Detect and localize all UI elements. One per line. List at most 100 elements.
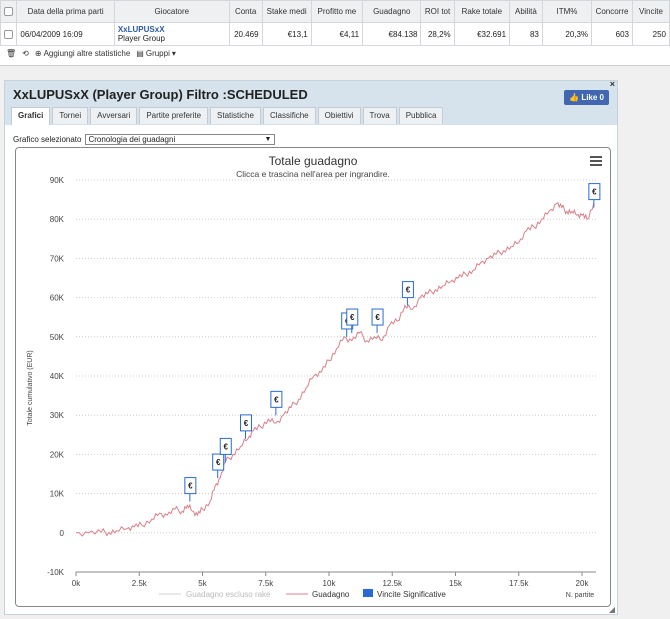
col-header[interactable]: Rake totale <box>453 0 511 23</box>
legend-swatch-flag <box>363 589 373 597</box>
tab-tornei[interactable]: Tornei <box>52 107 89 124</box>
x-tick-label: 20k <box>576 579 590 588</box>
tab-grafici[interactable]: Grafici <box>11 107 51 125</box>
cell-value: €32.691 <box>453 22 511 46</box>
earnings-chart[interactable]: Totale guadagno Clicca e trascina nell'a… <box>16 148 610 606</box>
svg-text:€: € <box>592 188 597 197</box>
col-header[interactable]: Stake medi <box>261 0 312 23</box>
y-tick-label: -10K <box>47 568 65 577</box>
groups-button[interactable]: ▤ Gruppi ▾ <box>136 49 176 58</box>
significant-win-flag[interactable]: € <box>270 390 283 416</box>
significant-win-flag[interactable]: € <box>212 453 225 479</box>
y-axis-label: Totale cumulativo (EUR) <box>27 350 34 425</box>
col-header[interactable]: Giocatore <box>113 0 230 23</box>
col-header[interactable]: Abilità <box>509 0 543 23</box>
significant-win-flag[interactable]: € <box>219 437 232 463</box>
legend-item-excl[interactable]: Guadagno escluso rake <box>186 590 271 599</box>
significant-win-flag[interactable]: € <box>240 414 253 439</box>
significant-win-flag[interactable]: € <box>401 281 414 306</box>
chart-select[interactable]: Cronologia dei guadagni ▼ <box>85 134 276 145</box>
row-checkbox[interactable] <box>4 29 13 39</box>
y-tick-label: 40K <box>50 372 65 381</box>
facebook-like-button[interactable]: 👍 Like 0 <box>564 90 609 105</box>
panel-tabs: Grafici Tornei Avversari Partite preferi… <box>11 107 444 125</box>
tab-pubblica[interactable]: Pubblica <box>398 107 444 124</box>
x-tick-label: 0k <box>72 579 81 588</box>
y-tick-label: 50K <box>50 333 65 342</box>
cell-value: €4,11 <box>310 22 364 46</box>
tab-obiettivi[interactable]: Obiettivi <box>317 107 361 124</box>
legend-item-vincite[interactable]: Vincite Significative <box>377 590 446 599</box>
col-header[interactable]: ROI tot <box>420 0 455 23</box>
tab-avversari[interactable]: Avversari <box>90 107 138 124</box>
svg-text:€: € <box>350 313 355 322</box>
y-tick-label: 20K <box>50 450 65 459</box>
thumbs-up-icon: 👍 <box>569 93 582 102</box>
tab-statistiche[interactable]: Statistiche <box>210 107 261 124</box>
refresh-icon[interactable]: ⟲ <box>22 49 29 58</box>
chart-container[interactable]: Totale guadagno Clicca e trascina nell'a… <box>15 147 611 607</box>
trash-icon[interactable]: 🗑 <box>6 49 17 58</box>
x-tick-label: 7.5k <box>258 579 274 588</box>
col-header[interactable]: Data della prima parti <box>16 0 115 23</box>
chart-select-value: Cronologia dei guadagni <box>88 135 176 144</box>
svg-text:€: € <box>406 286 411 295</box>
y-tick-label: 30K <box>50 411 65 420</box>
col-header[interactable]: Vincite <box>631 0 670 23</box>
chevron-down-icon: ▾ <box>171 49 176 58</box>
cell-value: 20,3% <box>541 22 593 46</box>
cell-player: XxLUPUSxX Player Group <box>113 22 230 46</box>
tab-trova[interactable]: Trova <box>362 107 397 124</box>
col-header[interactable]: Conta <box>228 0 263 23</box>
legend-item-guadagno[interactable]: Guadagno <box>312 590 350 599</box>
select-all-checkbox[interactable] <box>4 7 14 17</box>
y-tick-label: 70K <box>50 254 65 263</box>
table-header-row: Data della prima parti Giocatore Conta S… <box>0 0 670 23</box>
y-tick-label: 10K <box>50 490 65 499</box>
col-header[interactable]: Profitto me <box>310 0 364 23</box>
significant-win-flag[interactable]: € <box>184 477 197 502</box>
player-link[interactable]: XxLUPUSxX <box>117 25 165 34</box>
table-row[interactable]: 06/04/2009 16:09 XxLUPUSxX Player Group … <box>0 22 670 46</box>
stats-table-area: Data della prima parti Giocatore Conta S… <box>0 0 670 66</box>
cell-value: €13,1 <box>261 22 312 46</box>
close-icon[interactable]: × <box>609 79 615 89</box>
significant-win-flag[interactable]: € <box>371 308 384 334</box>
y-tick-label: 0 <box>60 529 65 538</box>
significant-win-flag[interactable]: € <box>588 183 601 208</box>
tab-classifiche[interactable]: Classifiche <box>262 107 316 124</box>
tab-partite-preferite[interactable]: Partite preferite <box>139 107 209 124</box>
cell-value: 83 <box>509 22 543 46</box>
svg-text:€: € <box>244 419 249 428</box>
chart-selector-label: Grafico selezionato <box>13 135 82 144</box>
series-line-guadagno <box>76 202 595 537</box>
player-panel: XxLUPUSxX (Player Group) Filtro :SCHEDUL… <box>4 79 618 615</box>
groups-label: Gruppi <box>145 49 170 58</box>
player-sub: Player Group <box>117 34 165 43</box>
col-header[interactable]: Concorre <box>591 0 633 23</box>
chart-selector-row: Grafico selezionato Cronologia dei guada… <box>13 134 276 145</box>
menu-icon[interactable] <box>590 156 602 166</box>
col-header[interactable]: ITM% <box>541 0 593 23</box>
x-tick-label: 10k <box>323 579 337 588</box>
cell-value: 250 <box>631 22 670 46</box>
cell-value: 20.469 <box>228 22 263 46</box>
resize-handle-icon[interactable]: ◢ <box>608 605 615 614</box>
x-tick-label: 15k <box>449 579 463 588</box>
chart-title: Totale guadagno <box>269 154 358 168</box>
stats-table: Data della prima parti Giocatore Conta S… <box>0 0 670 46</box>
svg-text:€: € <box>274 395 279 404</box>
select-all-checkbox-cell[interactable] <box>0 0 18 23</box>
x-tick-label: 2.5k <box>132 579 148 588</box>
add-stats-button[interactable]: ⊕ Aggiungi altre statistiche <box>35 49 130 58</box>
significant-win-flag[interactable]: € <box>346 308 359 334</box>
x-tick-label: 17.5k <box>509 579 530 588</box>
row-checkbox-cell[interactable] <box>0 22 18 46</box>
cell-date: 06/04/2009 16:09 <box>16 22 115 46</box>
groups-icon: ▤ <box>136 49 144 58</box>
col-header[interactable]: Guadagno <box>362 0 422 23</box>
y-tick-label: 90K <box>50 176 65 185</box>
cell-value: €84.138 <box>362 22 422 46</box>
chart-subtitle: Clicca e trascina nell'area per ingrandi… <box>236 169 390 179</box>
svg-text:€: € <box>224 442 229 451</box>
